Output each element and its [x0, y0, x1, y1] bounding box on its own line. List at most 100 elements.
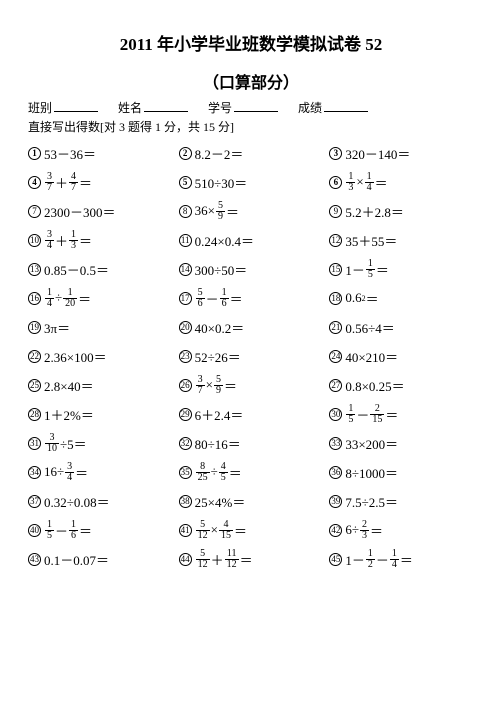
problem-expression: 1－15＝ — [345, 259, 389, 280]
problem-expression: 0.85－0.5＝ — [44, 260, 109, 279]
problem-cell: 130.85－0.5＝ — [28, 257, 173, 281]
problem-expression: 300÷50＝ — [195, 260, 248, 279]
problem-cell: 2352÷26＝ — [179, 344, 324, 368]
problem-expression: 37×59＝ — [195, 375, 237, 396]
problem-cell: 153－36＝ — [28, 141, 173, 165]
problem-expression: 0.1－0.07＝ — [44, 550, 109, 569]
problem-cell: 270.8×0.25＝ — [329, 373, 474, 397]
problem-expression: 2300－300＝ — [44, 202, 116, 221]
problem-number-icon: 20 — [179, 321, 192, 334]
problem-expression: 2.8×40＝ — [44, 376, 94, 395]
problem-cell: 31310÷5＝ — [28, 431, 173, 455]
problem-number-icon: 22 — [28, 350, 41, 363]
problem-number-icon: 17 — [179, 292, 192, 305]
problem-cell: 426÷23＝ — [329, 518, 474, 542]
problem-expression: 5.2＋2.8＝ — [345, 202, 404, 221]
problem-number-icon: 23 — [179, 350, 192, 363]
problem-number-icon: 10 — [28, 234, 41, 247]
score-label: 成绩 — [298, 99, 322, 116]
problem-expression: 6÷23＝ — [345, 520, 383, 541]
problem-number-icon: 40 — [28, 524, 41, 537]
problem-number-icon: 26 — [179, 379, 192, 392]
problem-expression: 510÷30＝ — [195, 173, 248, 192]
problem-expression: 34＋13＝ — [44, 230, 92, 251]
problem-expression: 53－36＝ — [44, 144, 96, 163]
problem-cell: 14300÷50＝ — [179, 257, 324, 281]
problem-expression: 310÷5＝ — [44, 433, 87, 454]
problem-expression: 35＋55＝ — [345, 231, 397, 250]
problem-expression: 0.56÷4＝ — [345, 318, 394, 337]
problem-number-icon: 4 — [28, 176, 41, 189]
problem-number-icon: 32 — [179, 437, 192, 450]
problem-cell: 28.2－2＝ — [179, 141, 324, 165]
problem-number-icon: 19 — [28, 321, 41, 334]
problem-cell: 5510÷30＝ — [179, 170, 324, 194]
problem-number-icon: 8 — [179, 205, 192, 218]
problem-grid: 153－36＝28.2－2＝3320－140＝437＋47＝5510÷30＝61… — [28, 141, 474, 571]
problem-number-icon: 29 — [179, 408, 192, 421]
problem-cell: 222.36×100＝ — [28, 344, 173, 368]
problem-number-icon: 28 — [28, 408, 41, 421]
problem-number-icon: 34 — [28, 466, 41, 479]
problem-cell: 41512×415＝ — [179, 518, 324, 542]
problem-cell: 1034＋13＝ — [28, 228, 173, 252]
problem-cell: 3825×4%＝ — [179, 489, 324, 513]
problem-expression: 52÷26＝ — [195, 347, 241, 366]
problem-expression: 8÷1000＝ — [345, 463, 398, 482]
problem-expression: 0.32÷0.08＝ — [44, 492, 110, 511]
problem-cell: 35825÷45＝ — [179, 460, 324, 484]
class-label: 班别 — [28, 99, 52, 116]
problem-number-icon: 12 — [329, 234, 342, 247]
problem-expression: 2.36×100＝ — [44, 347, 107, 366]
problem-expression: 3π＝ — [44, 318, 70, 337]
id-label: 学号 — [208, 99, 232, 116]
class-blank — [54, 100, 98, 112]
problem-number-icon: 25 — [28, 379, 41, 392]
problem-number-icon: 30 — [329, 408, 342, 421]
problem-cell: 180.62＝ — [329, 286, 474, 310]
problem-cell: 430.1－0.07＝ — [28, 547, 173, 571]
problem-number-icon: 44 — [179, 553, 192, 566]
problem-cell: 370.32÷0.08＝ — [28, 489, 173, 513]
problem-cell: 3416÷34＝ — [28, 460, 173, 484]
score-blank — [324, 100, 368, 112]
problem-cell: 3015－215＝ — [329, 402, 474, 426]
problem-expression: 25×4%＝ — [195, 492, 246, 511]
problem-cell: 3280÷16＝ — [179, 431, 324, 455]
problem-expression: 6＋2.4＝ — [195, 405, 244, 424]
problem-expression: 80÷16＝ — [195, 434, 241, 453]
problem-expression: 15－215＝ — [345, 404, 398, 425]
problem-expression: 0.24×0.4＝ — [195, 231, 254, 250]
page-subtitle: （口算部分） — [28, 69, 474, 93]
problem-number-icon: 9 — [329, 205, 342, 218]
problem-expression: 13×14＝ — [345, 172, 387, 193]
problem-number-icon: 6 — [329, 176, 342, 189]
problem-number-icon: 13 — [28, 263, 41, 276]
problem-cell: 437＋47＝ — [28, 170, 173, 194]
problem-number-icon: 14 — [179, 263, 192, 276]
problem-number-icon: 3 — [329, 147, 342, 160]
problem-expression: 36×59＝ — [195, 201, 239, 222]
problem-number-icon: 42 — [329, 524, 342, 537]
problem-cell: 296＋2.4＝ — [179, 402, 324, 426]
id-blank — [234, 100, 278, 112]
problem-expression: 40×0.2＝ — [195, 318, 245, 337]
problem-expression: 15－16＝ — [44, 520, 92, 541]
problem-number-icon: 16 — [28, 292, 41, 305]
problem-number-icon: 33 — [329, 437, 342, 450]
problem-expression: 0.8×0.25＝ — [345, 376, 404, 395]
problem-number-icon: 36 — [329, 466, 342, 479]
problem-cell: 368÷1000＝ — [329, 460, 474, 484]
problem-expression: 8.2－2＝ — [195, 144, 244, 163]
problem-cell: 836×59＝ — [179, 199, 324, 223]
header-row: 班别 姓名 学号 成绩 — [28, 99, 474, 116]
problem-number-icon: 7 — [28, 205, 41, 218]
problem-number-icon: 43 — [28, 553, 41, 566]
problem-expression: 512＋1112＝ — [195, 549, 253, 570]
problem-cell: 95.2＋2.8＝ — [329, 199, 474, 223]
problem-cell: 1614÷120＝ — [28, 286, 173, 310]
problem-expression: 320－140＝ — [345, 144, 410, 163]
problem-cell: 110.24×0.4＝ — [179, 228, 324, 252]
page-title: 2011 年小学毕业班数学模拟试卷 52 — [28, 30, 474, 55]
problem-cell: 2637×59＝ — [179, 373, 324, 397]
